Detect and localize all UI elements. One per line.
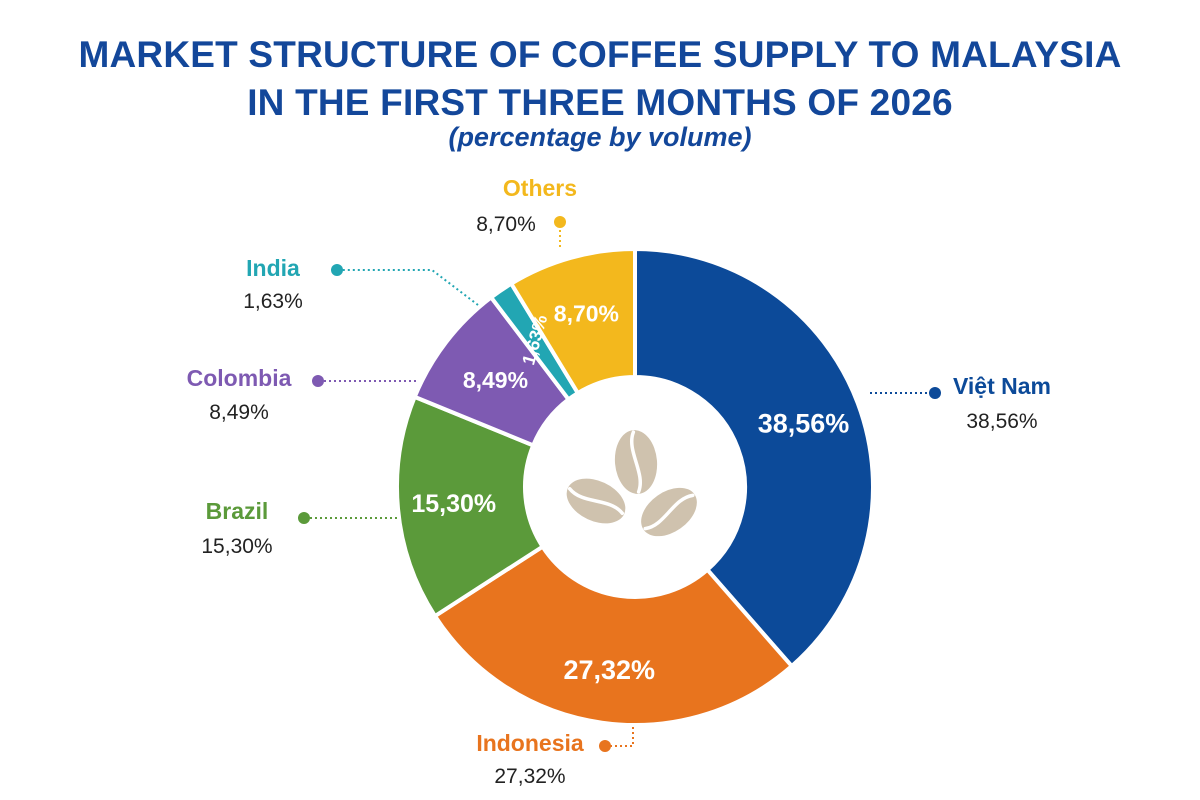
coffee-beans-icon [566,430,697,537]
legend-value-indonesia: 27,32% [494,765,565,788]
callout-dot-others [554,216,566,228]
slice-indonesia [432,543,795,727]
callout-dot-colombia [312,375,324,387]
callout-dot-viet-nam [929,387,941,399]
legend-value-colombia: 8,49% [209,401,269,424]
chart-subtitle: (percentage by volume) [448,122,752,152]
slice-label-viet-nam: 38,56% [758,409,850,439]
legend-name-indonesia: Indonesia [476,730,584,756]
donut-center [525,377,745,597]
callout-dot-brazil [298,512,310,524]
chart-title-line-1: MARKET STRUCTURE OF COFFEE SUPPLY TO MAL… [78,34,1122,75]
slice-labels: 38,56%27,32%15,30%8,49%1,63% 8,70% [411,301,849,686]
callout-line-indonesia [605,727,634,747]
legend-value-others: 8,70% [476,213,536,236]
callout-dot-india [331,264,343,276]
legend-name-brazil: Brazil [206,498,269,524]
legend-value-viet-nam: 38,56% [966,410,1037,433]
legend-name-india: India [246,255,300,281]
slice-label-indonesia: 27,32% [563,655,655,685]
legend-value-brazil: 15,30% [201,535,272,558]
callouts: Việt Nam 38,56% Indonesia 27,32% Brazil 15,30… [187,175,1051,788]
legend-name-others: Others [503,175,577,201]
legend-value-india: 1,63% [243,290,303,313]
slice-others [508,246,637,396]
callout-line-india [337,269,479,306]
slice-label-others: 8,70% [554,301,619,327]
legend-name-viet-nam: Việt Nam [953,373,1051,399]
callout-dot-indonesia [599,740,611,752]
slice-label-colombia: 8,49% [463,367,528,393]
legend-name-colombia: Colombia [187,365,292,391]
chart-title-line-2: IN THE FIRST THREE MONTHS OF 2026 [247,82,953,123]
slice-label-brazil: 15,30% [411,490,496,518]
